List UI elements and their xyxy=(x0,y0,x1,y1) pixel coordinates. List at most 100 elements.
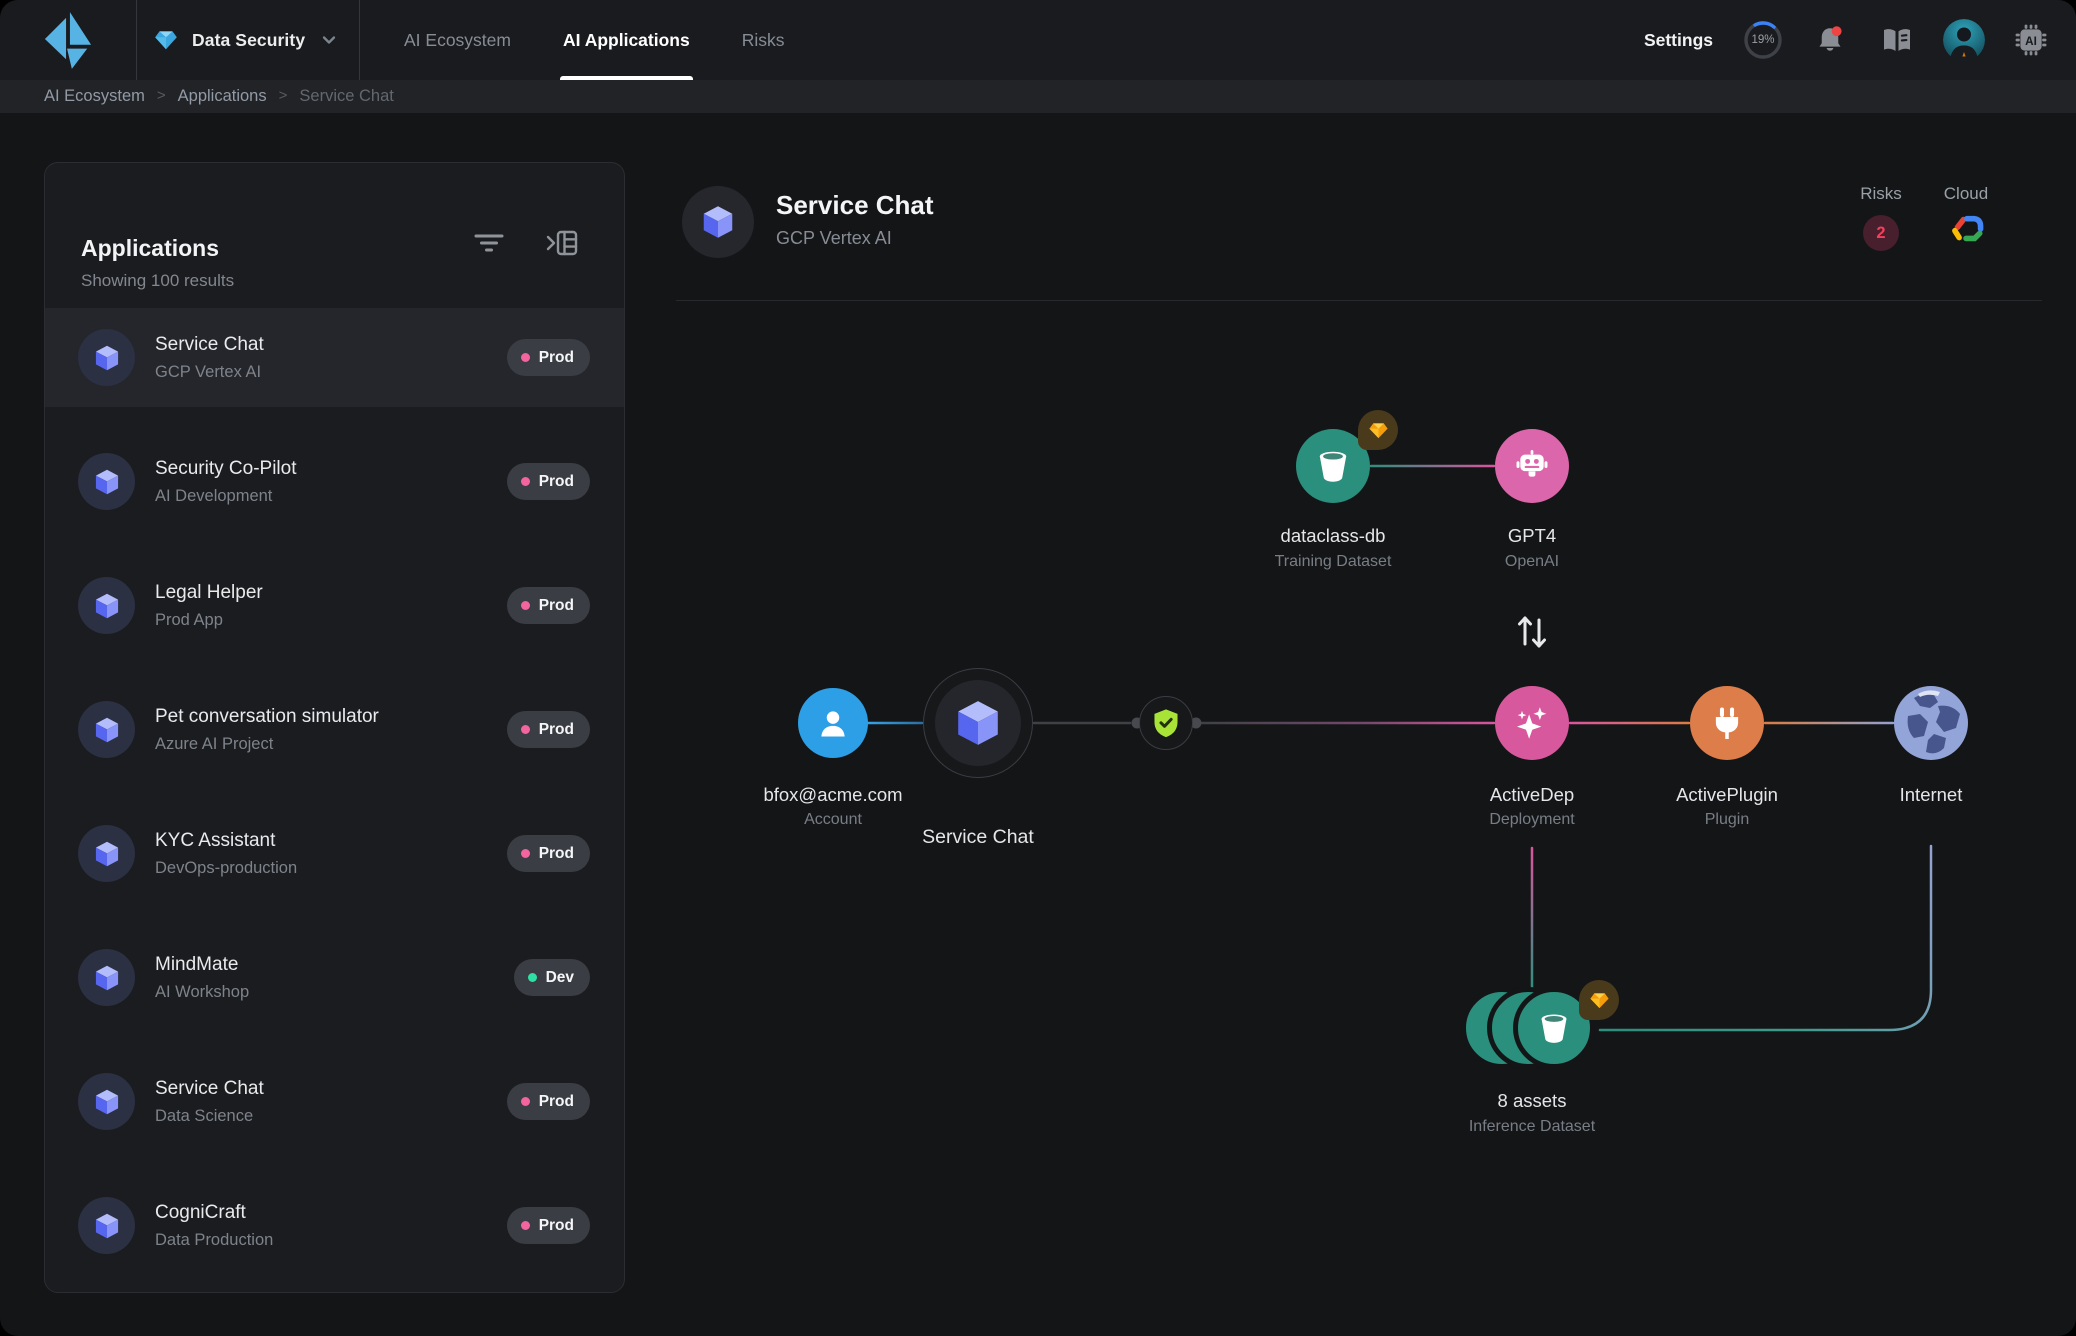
node-training-dataset[interactable] xyxy=(1296,429,1370,503)
product-switcher[interactable]: Data Security xyxy=(137,0,359,80)
risks-summary: Risks 2 xyxy=(1831,184,1931,251)
panel-result-count: Showing 100 results xyxy=(81,271,235,290)
nav-tabs: AI Ecosystem AI Applications Risks xyxy=(404,0,785,80)
risk-count-badge[interactable]: 2 xyxy=(1863,215,1899,251)
detail-subtitle: GCP Vertex AI xyxy=(776,228,892,248)
breadcrumb-applications[interactable]: Applications xyxy=(177,87,267,105)
node-sublabel: Deployment xyxy=(1489,811,1575,828)
breadcrumb-current: Service Chat xyxy=(299,87,394,105)
app-project: Prod App xyxy=(155,610,223,629)
env-badge: Prod xyxy=(506,711,590,748)
app-cube-icon xyxy=(78,329,135,386)
user-avatar[interactable] xyxy=(1943,19,1985,61)
divider xyxy=(136,0,137,80)
env-dot xyxy=(520,353,530,362)
list-item-kyc-assistant[interactable]: KYC Assistant DevOps-production Prod xyxy=(45,804,624,903)
panel-title: Applications xyxy=(81,235,220,261)
list-item-mindmate[interactable]: MindMate AI Workshop Dev xyxy=(45,928,624,1027)
env-label: Prod xyxy=(538,720,574,738)
env-badge: Prod xyxy=(506,339,590,376)
app-cube-icon xyxy=(78,701,135,758)
app-cube-icon xyxy=(78,1197,135,1254)
list-item-cognicraft[interactable]: CogniCraft Data Production Prod xyxy=(45,1176,624,1275)
risks-label: Risks xyxy=(1860,184,1902,203)
app-cube-icon xyxy=(78,1073,135,1130)
env-dot xyxy=(520,849,530,858)
docs-button[interactable] xyxy=(1876,19,1918,61)
env-dot xyxy=(527,973,537,982)
node-guardrail[interactable] xyxy=(1139,696,1193,750)
list-item-pet-conversation-simulator[interactable]: Pet conversation simulator Azure AI Proje… xyxy=(45,680,624,779)
env-label: Prod xyxy=(538,1092,574,1110)
env-badge: Prod xyxy=(506,1083,590,1120)
env-dot xyxy=(520,1097,530,1106)
ai-chip-icon: AI xyxy=(2015,24,2047,56)
usage-percent: 19% xyxy=(1751,34,1775,46)
tab-risks[interactable]: Risks xyxy=(741,29,785,50)
svg-text:AI: AI xyxy=(2025,35,2037,48)
cloud-summary: Cloud xyxy=(1916,184,2016,247)
node-service-chat-app[interactable] xyxy=(923,668,1033,778)
app-project: AI Workshop xyxy=(155,982,250,1001)
settings-button[interactable]: Settings xyxy=(1643,29,1713,50)
sparkles-icon xyxy=(1517,707,1547,739)
usage-meter[interactable]: 19% xyxy=(1742,19,1784,61)
breadcrumb-separator: > xyxy=(156,87,166,104)
top-navbar: Data Security AI Ecosystem AI Applicatio… xyxy=(0,0,2076,80)
list-item-service-chat-2[interactable]: Service Chat Data Science Prod xyxy=(45,1052,624,1151)
detail-title: Service Chat xyxy=(776,190,934,220)
tab-ai-applications[interactable]: AI Applications xyxy=(559,0,693,80)
node-sublabel: Plugin xyxy=(1704,811,1750,828)
globe-icon xyxy=(1894,686,1968,760)
env-badge: Prod xyxy=(506,835,590,872)
gcp-logo-icon xyxy=(1945,211,1987,247)
shield-check-icon xyxy=(1154,709,1178,738)
product-name: Data Security xyxy=(192,29,306,50)
node-label: dataclass-db xyxy=(1280,525,1386,546)
app-name: KYC Assistant xyxy=(155,829,276,851)
bucket-icon xyxy=(1537,1011,1571,1045)
env-badge: Prod xyxy=(506,463,590,500)
app-cube-icon xyxy=(78,577,135,634)
app-logo[interactable] xyxy=(0,0,136,80)
env-label: Prod xyxy=(538,596,574,614)
node-label: Service Chat xyxy=(922,826,1034,848)
env-label: Prod xyxy=(538,844,574,862)
breadcrumb-ai-ecosystem[interactable]: AI Ecosystem xyxy=(44,87,145,105)
list-item-service-chat[interactable]: Service Chat GCP Vertex AI Prod xyxy=(45,308,624,407)
list-item-legal-helper[interactable]: Legal Helper Prod App Prod xyxy=(45,556,624,655)
node-label: bfox@acme.com xyxy=(763,784,903,805)
filter-button[interactable] xyxy=(467,221,511,265)
node-model-gpt4[interactable] xyxy=(1495,429,1569,503)
node-label: GPT4 xyxy=(1507,525,1557,546)
env-dot xyxy=(520,601,530,610)
node-sublabel: Inference Dataset xyxy=(1468,1118,1596,1135)
robot-icon xyxy=(1516,449,1548,477)
node-deployment[interactable] xyxy=(1495,686,1569,760)
env-label: Prod xyxy=(538,348,574,366)
node-label: ActivePlugin xyxy=(1676,784,1778,805)
plug-icon xyxy=(1715,707,1739,740)
person-icon xyxy=(821,711,845,737)
env-badge: Prod xyxy=(506,587,590,624)
progress-ring-icon xyxy=(1744,21,1782,59)
app-name: Service Chat xyxy=(155,1077,264,1099)
app-cube-icon xyxy=(78,453,135,510)
chevron-down-icon xyxy=(322,36,336,44)
sensitive-data-badge[interactable] xyxy=(1358,410,1398,450)
filter-icon xyxy=(474,234,504,252)
node-label: ActiveDep xyxy=(1489,784,1575,805)
notifications-button[interactable] xyxy=(1809,19,1851,61)
detail-app-icon xyxy=(682,186,754,258)
ai-assistant-button[interactable]: AI xyxy=(2010,19,2052,61)
node-internet[interactable] xyxy=(1894,686,1968,760)
app-project: Data Production xyxy=(155,1230,274,1249)
app-name: MindMate xyxy=(155,953,239,975)
app-name: Security Co-Pilot xyxy=(155,457,297,479)
open-table-view-button[interactable] xyxy=(540,221,584,265)
node-plugin[interactable] xyxy=(1690,686,1764,760)
tab-ai-ecosystem[interactable]: AI Ecosystem xyxy=(404,29,511,50)
list-item-security-co-pilot[interactable]: Security Co-Pilot AI Development Prod xyxy=(45,432,624,531)
node-account[interactable] xyxy=(798,688,868,758)
sensitive-data-badge[interactable] xyxy=(1579,980,1619,1020)
